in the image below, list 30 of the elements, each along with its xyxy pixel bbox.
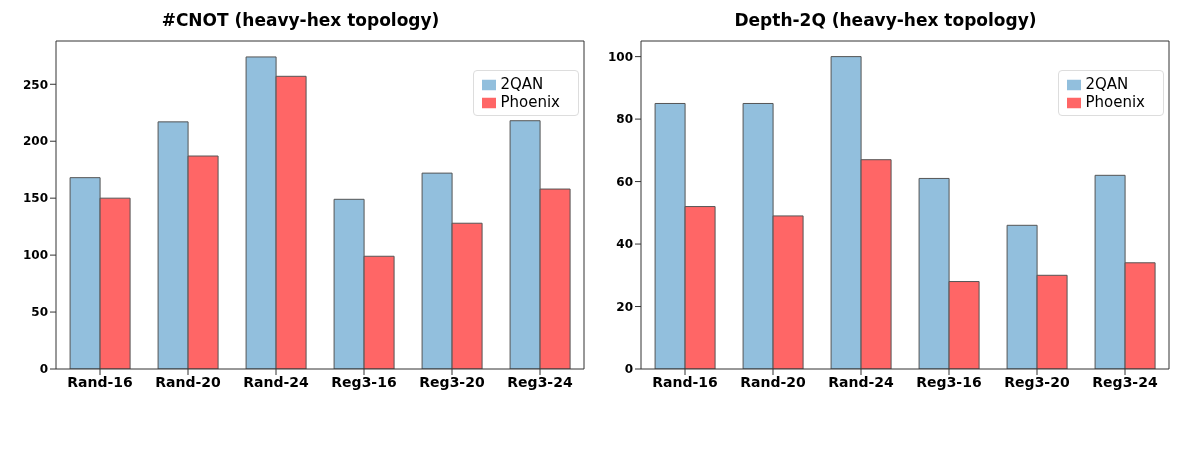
x-tick-label: Rand-24 — [828, 373, 895, 390]
x-tick-label: Rand-20 — [740, 373, 807, 390]
x-tick-label: Reg3-24 — [1092, 373, 1158, 390]
y-tick-label: 60 — [616, 174, 633, 189]
legend-label: Phoenix — [500, 93, 560, 111]
x-tick-label: Reg3-20 — [419, 373, 485, 390]
chart-title: Depth-2Q (heavy-hex topology) — [733, 9, 1038, 32]
x-tick-label: Rand-24 — [243, 373, 310, 390]
y-tick-label: 250 — [22, 77, 48, 92]
x-tick-label: Rand-20 — [155, 373, 222, 390]
y-tick-label: 150 — [22, 191, 48, 206]
y-tick-label: 80 — [616, 112, 633, 127]
y-tick-label: 100 — [607, 49, 633, 64]
x-tick-label: Reg3-16 — [331, 373, 397, 390]
legend-label: 2QAN — [500, 75, 544, 93]
x-tick-label: Reg3-20 — [1004, 373, 1070, 390]
y-tick-label: 20 — [616, 299, 633, 314]
y-tick-label: 100 — [22, 248, 48, 263]
x-tick-label: Reg3-16 — [916, 373, 982, 390]
x-tick-label: Rand-16 — [67, 373, 133, 390]
x-tick-label: Rand-16 — [652, 373, 718, 390]
chart-title: #CNOT (heavy-hex topology) — [160, 9, 441, 32]
x-tick-label: Reg3-24 — [507, 373, 573, 390]
y-tick-label: 0 — [624, 362, 633, 377]
y-tick-label: 50 — [31, 305, 48, 320]
y-tick-label: 40 — [616, 237, 633, 252]
y-tick-label: 200 — [22, 134, 48, 149]
y-tick-label: 0 — [39, 362, 48, 377]
legend-label: Phoenix — [1085, 93, 1145, 111]
legend-label: 2QAN — [1085, 75, 1129, 93]
